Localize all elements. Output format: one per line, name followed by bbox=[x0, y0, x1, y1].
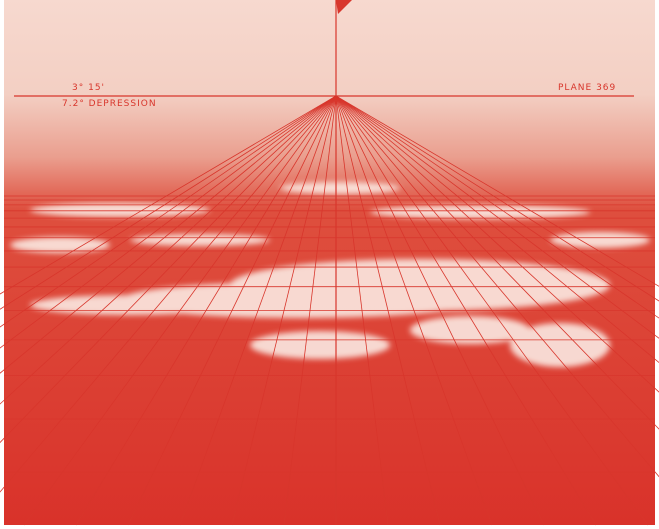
aerial-photo: 3° 15' 7.2° DEPRESSION PLANE 369 bbox=[0, 0, 659, 529]
depression-label: 7.2° DEPRESSION bbox=[62, 99, 157, 109]
bearing-label: 3° 15' bbox=[72, 83, 105, 93]
page: 3° 15' 7.2° DEPRESSION PLANE 369 (() => … bbox=[0, 0, 659, 529]
plane-label: PLANE 369 bbox=[558, 83, 616, 93]
